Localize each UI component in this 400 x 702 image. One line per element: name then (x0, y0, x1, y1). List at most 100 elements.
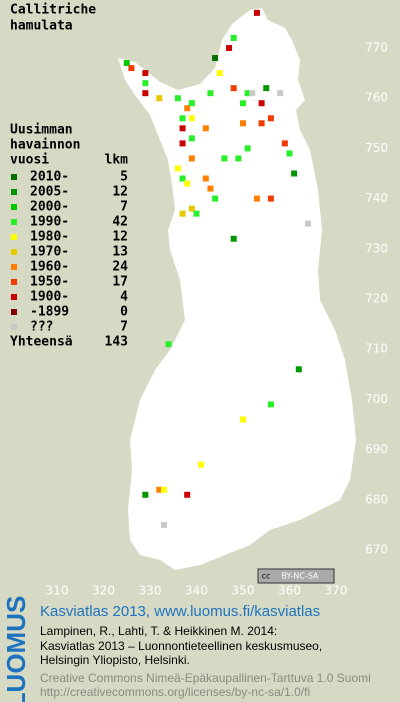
record-square (207, 185, 214, 192)
legend-label: 1900- (30, 290, 69, 305)
title: Callitriche (10, 3, 96, 18)
legend-swatch (11, 189, 17, 195)
record-square (295, 366, 302, 373)
license: Creative Commons Nimeä-Epäkaupallinen-Ta… (40, 671, 371, 685)
record-square (188, 100, 195, 107)
record-square (188, 135, 195, 142)
y-tick-label: 720 (365, 292, 388, 306)
legend-label: 2010- (30, 170, 69, 185)
record-square (160, 521, 167, 528)
legend-count: 0 (120, 305, 128, 320)
record-square (267, 115, 274, 122)
record-square (142, 70, 149, 77)
record-square (179, 210, 186, 217)
legend-label: ??? (30, 320, 53, 335)
record-square (142, 491, 149, 498)
y-tick-label: 690 (365, 442, 388, 456)
record-square (221, 155, 228, 162)
record-square (188, 115, 195, 122)
license-url[interactable]: http://creativecommons.org/licenses/by-n… (40, 685, 310, 699)
record-square (281, 140, 288, 147)
record-square (230, 235, 237, 242)
records (123, 9, 312, 528)
record-square (240, 416, 246, 423)
record-square (277, 90, 284, 97)
citation: Helsingin Yliopisto, Helsinki. (40, 653, 190, 667)
y-tick-label: 710 (365, 342, 388, 356)
x-tick-label: 360 (278, 584, 301, 598)
record-square (179, 175, 186, 182)
legend-header: vuosi (10, 153, 49, 168)
x-tick-label: 350 (232, 584, 255, 598)
legend-label: 2005- (30, 185, 69, 200)
record-square (267, 195, 274, 202)
y-tick-label: 770 (365, 41, 388, 55)
record-square (142, 80, 149, 87)
record-square (240, 120, 246, 127)
legend-total: 143 (105, 335, 128, 350)
legend-count: 4 (120, 290, 128, 305)
legend-label: -1899 (30, 305, 69, 320)
x-tick-label: 340 (185, 584, 208, 598)
record-square (128, 65, 135, 72)
record-square (286, 150, 293, 157)
y-tick-label: 670 (365, 543, 388, 557)
record-square (179, 140, 186, 147)
record-square (216, 70, 223, 77)
legend-label: 1980- (30, 230, 69, 245)
record-square (226, 45, 233, 51)
record-square (174, 165, 181, 172)
y-tick-label: 680 (365, 492, 388, 506)
legend-swatch (11, 174, 17, 180)
legend-swatch (11, 324, 17, 330)
record-square (230, 34, 237, 41)
legend-count: 7 (120, 200, 128, 215)
logo: LUOMUS (1, 596, 31, 702)
legend-count: 24 (112, 260, 128, 275)
badge-text: BY-NC-SA (281, 572, 319, 581)
legend-swatch (11, 294, 17, 300)
record-square (249, 90, 256, 97)
footer-link[interactable]: Kasviatlas 2013, www.luomus.fi/kasviatla… (40, 603, 320, 620)
x-tick-label: 330 (139, 584, 162, 598)
x-tick-label: 310 (46, 584, 69, 598)
record-square (267, 401, 274, 408)
record-square (258, 120, 265, 127)
legend-swatch (11, 204, 17, 210)
record-square (174, 95, 181, 102)
legend-count: 12 (112, 230, 128, 245)
record-square (165, 341, 172, 348)
record-square (179, 125, 186, 132)
record-square (202, 125, 209, 132)
record-square (179, 115, 186, 122)
license-badge[interactable]: cc BY-NC-SA (257, 568, 335, 584)
legend-swatch (11, 219, 17, 225)
record-square (230, 85, 237, 92)
x-tick-label: 370 (325, 584, 348, 598)
record-square (244, 145, 251, 152)
record-square (160, 486, 167, 493)
record-square (244, 90, 251, 97)
legend-label: 2000- (30, 200, 69, 215)
badge-cc: cc (262, 572, 271, 581)
record-square (184, 491, 191, 498)
legend-header: Uusimman (10, 123, 73, 138)
record-square (198, 461, 205, 468)
y-tick-label: 700 (365, 392, 388, 406)
record-square (193, 210, 200, 217)
legend-label: 1990- (30, 215, 69, 230)
legend-swatch (11, 309, 17, 315)
record-square (207, 90, 214, 97)
record-square (184, 105, 191, 112)
record-square (212, 195, 219, 202)
legend-count: 7 (120, 320, 128, 335)
record-square (156, 95, 163, 102)
legend-total-label: Yhteensä (10, 335, 73, 350)
legend-swatch (11, 234, 17, 240)
record-square (202, 175, 209, 182)
record-square (253, 195, 260, 202)
record-square (291, 170, 298, 177)
record-square (212, 55, 219, 62)
finland-outline (118, 8, 356, 570)
